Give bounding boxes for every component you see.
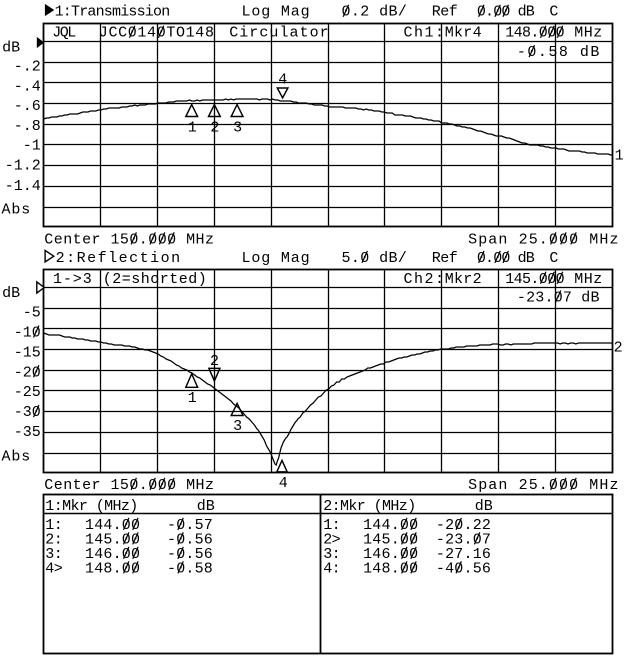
svg-text:-.4: -.4 (14, 78, 41, 95)
svg-text:dB: dB (2, 285, 20, 302)
svg-text:1:Mkr (MHz): 1:Mkr (MHz) (45, 498, 137, 515)
svg-text:Abs: Abs (2, 449, 32, 466)
svg-text:148.00: 148.00 (85, 560, 140, 577)
svg-text:C: C (549, 250, 558, 267)
svg-text:1: 1 (615, 148, 624, 165)
svg-text:-1: -1 (23, 138, 41, 155)
svg-text:1->3: 1->3 (53, 271, 93, 288)
svg-text:144.00: 144.00 (363, 517, 418, 534)
svg-text:148.000: 148.000 (505, 25, 564, 42)
svg-text:145.00: 145.00 (85, 531, 140, 548)
svg-text:1: 1 (188, 390, 197, 407)
svg-text:-.8: -.8 (14, 118, 41, 135)
svg-text:Span 25.000 MHz: Span 25.000 MHz (468, 477, 620, 494)
svg-text:dB: dB (2, 40, 20, 57)
svg-text:1: 1 (188, 120, 197, 137)
svg-text:145.00: 145.00 (363, 531, 418, 548)
svg-text:(2=shorted): (2=shorted) (103, 271, 208, 288)
svg-text:-23.07 dB: -23.07 dB (517, 290, 600, 307)
svg-text:Ch2:: Ch2: (404, 271, 446, 288)
svg-text:dB: dB (475, 498, 493, 515)
svg-text:-40.56: -40.56 (436, 560, 491, 577)
svg-text:3: 3 (233, 418, 242, 435)
svg-text:-10: -10 (14, 325, 41, 342)
svg-text:2:Mkr (MHz): 2:Mkr (MHz) (323, 498, 415, 515)
svg-text:4: 4 (278, 72, 287, 89)
svg-text:-1.2: -1.2 (5, 158, 41, 175)
svg-text:2>: 2> (323, 531, 340, 548)
svg-text:Mkr4: Mkr4 (445, 25, 482, 42)
svg-text:C: C (549, 4, 558, 21)
svg-text:-20: -20 (14, 364, 41, 381)
svg-text:Span 25.000 MHz: Span 25.000 MHz (468, 231, 620, 248)
svg-text:0.00 dB: 0.00 dB (477, 250, 535, 267)
svg-text:148.00: 148.00 (363, 560, 418, 577)
svg-text:2: 2 (614, 340, 623, 357)
svg-text:Center 150.000 MHz: Center 150.000 MHz (44, 231, 214, 248)
svg-text:146.00: 146.00 (363, 546, 418, 563)
svg-text:Log Mag: Log Mag (242, 250, 311, 267)
svg-text:-25: -25 (14, 384, 41, 401)
svg-text:-20.22: -20.22 (436, 517, 491, 534)
svg-text:JCC0140TO148: JCC0140TO148 (99, 25, 215, 42)
svg-text:2: 2 (210, 353, 219, 370)
svg-text:4>: 4> (45, 560, 62, 577)
svg-text:-0.58 dB: -0.58 dB (517, 44, 601, 61)
svg-text:1:: 1: (45, 517, 62, 534)
svg-text:-35: -35 (14, 424, 41, 441)
svg-text:3: 3 (233, 120, 242, 137)
svg-text:1:Transmission: 1:Transmission (55, 4, 170, 21)
svg-text:MHz: MHz (574, 25, 603, 42)
svg-text:4:: 4: (323, 560, 340, 577)
svg-text:5.0 dB/: 5.0 dB/ (342, 250, 408, 267)
svg-text:146.00: 146.00 (85, 546, 140, 563)
svg-text:Abs: Abs (2, 202, 32, 219)
svg-text:3:: 3: (323, 546, 340, 563)
svg-text:Log Mag: Log Mag (242, 4, 311, 21)
svg-text:-1.4: -1.4 (5, 178, 41, 195)
svg-text:145.000: 145.000 (505, 271, 564, 288)
svg-text:0.00 dB: 0.00 dB (477, 4, 535, 21)
svg-text:MHz: MHz (574, 271, 603, 288)
svg-text:-.2: -.2 (14, 58, 41, 75)
svg-text:2: 2 (210, 120, 219, 137)
svg-text:Ch1:: Ch1: (404, 25, 446, 42)
svg-text:2:: 2: (45, 531, 62, 548)
svg-text:-23.07: -23.07 (436, 531, 491, 548)
svg-text:JQL: JQL (52, 25, 76, 42)
svg-text:dB: dB (197, 498, 215, 515)
svg-text:Center 150.000 MHz: Center 150.000 MHz (44, 477, 214, 494)
svg-text:0.2 dB/: 0.2 dB/ (342, 4, 408, 21)
svg-text:-5: -5 (23, 305, 41, 322)
svg-text:1:: 1: (323, 517, 340, 534)
svg-text:Mkr2: Mkr2 (445, 271, 482, 288)
svg-text:4: 4 (279, 475, 288, 492)
svg-text:144.00: 144.00 (85, 517, 140, 534)
svg-text:Ref: Ref (432, 250, 458, 267)
svg-text:-.6: -.6 (14, 98, 41, 115)
svg-text:Ref: Ref (432, 4, 458, 21)
svg-text:Circulator: Circulator (229, 25, 330, 42)
svg-text:-30: -30 (14, 404, 41, 421)
svg-text:3:: 3: (45, 546, 62, 563)
svg-text:-15: -15 (14, 344, 41, 361)
svg-text:-27.16: -27.16 (436, 546, 491, 563)
svg-text:2:Reflection: 2:Reflection (56, 250, 182, 267)
svg-text:-0.58: -0.58 (167, 560, 213, 577)
